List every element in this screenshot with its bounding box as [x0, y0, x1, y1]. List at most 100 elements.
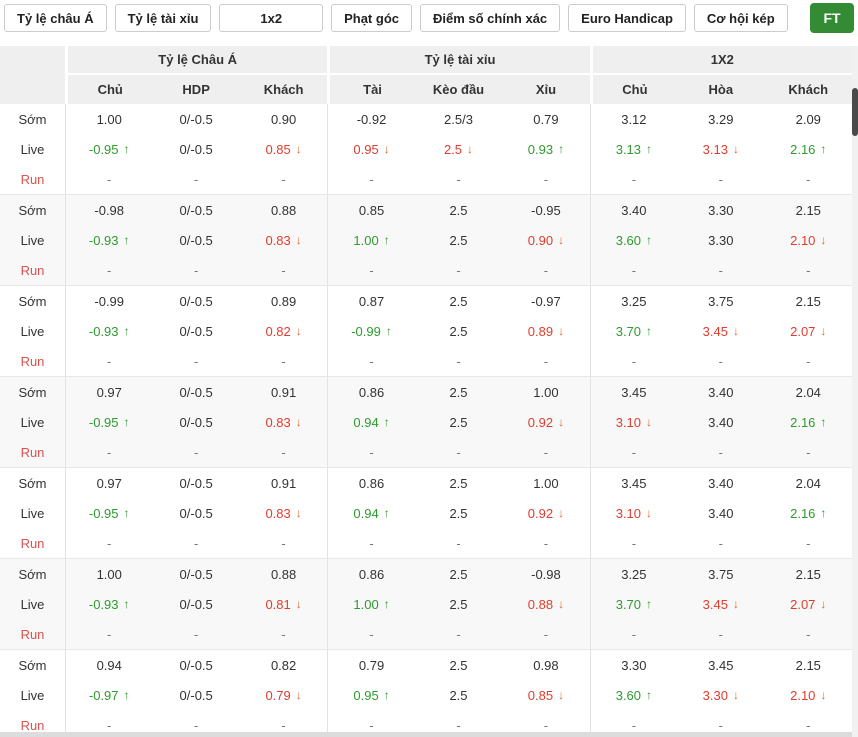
- row-type-label-live: Live: [0, 316, 65, 346]
- odds-value: -: [193, 626, 199, 642]
- odds-cell: -: [152, 255, 240, 285]
- tab-co-hoi-kep[interactable]: Cơ hội kép: [693, 4, 788, 32]
- tab-ty-le-chau-a[interactable]: Tỷ lệ châu Á: [4, 4, 107, 32]
- down-arrow-icon: ↓: [732, 142, 739, 156]
- odds-value: 0.95: [353, 141, 379, 157]
- down-arrow-icon: ↓: [732, 688, 739, 702]
- odds-cell: 0/-0.5: [152, 194, 240, 225]
- odds-cell: 3.30: [677, 194, 765, 225]
- odds-value: 3.10: [615, 505, 642, 521]
- odds-cell: 2.15: [764, 558, 852, 589]
- odds-cell: -: [414, 346, 503, 376]
- odds-cell: -: [677, 164, 765, 194]
- odds-cell: 2.5 ↓: [414, 134, 503, 164]
- odds-value: 0/-0.5: [179, 414, 213, 430]
- odds-cell: 0.90: [239, 104, 328, 134]
- down-arrow-icon: ↓: [558, 324, 565, 338]
- tab-1x2[interactable]: 1x2: [219, 4, 324, 32]
- column-header-ty-le-chau-a-chu: Chủ: [65, 75, 153, 104]
- odds-cell: 0/-0.5: [152, 680, 240, 710]
- column-header-1x2-khach: Khách: [764, 75, 852, 104]
- odds-cell: 2.5: [414, 407, 503, 437]
- odds-cell: -: [764, 619, 852, 649]
- odds-cell: 3.25: [589, 558, 678, 589]
- vertical-scrollbar[interactable]: [852, 46, 858, 737]
- tab-iem-so-chinh-xac[interactable]: Điểm số chính xác: [420, 4, 561, 32]
- odds-value: 3.45: [702, 323, 728, 339]
- tab-euro-handicap[interactable]: Euro Handicap: [568, 4, 686, 32]
- odds-value: -: [543, 444, 549, 460]
- row-type-label-live: Live: [0, 680, 65, 710]
- odds-cell: -0.92: [327, 104, 415, 134]
- odds-cell: 2.5: [414, 498, 503, 528]
- down-arrow-icon: ↓: [295, 506, 302, 520]
- odds-cell: 2.09: [764, 104, 852, 134]
- odds-cell: 3.40: [677, 467, 765, 498]
- odds-cell: -: [152, 437, 240, 467]
- odds-value: 3.60: [615, 687, 642, 703]
- odds-cell: -: [764, 255, 852, 285]
- up-arrow-icon: ↑: [646, 597, 653, 611]
- odds-cell: -0.97: [502, 285, 590, 316]
- odds-value: 2.15: [795, 566, 821, 582]
- odds-cell: -: [152, 346, 240, 376]
- odds-cell: 0.88 ↓: [502, 589, 590, 619]
- odds-cell: 0.79 ↓: [239, 680, 328, 710]
- row-type-label-run: Run: [0, 255, 65, 285]
- odds-value: -: [107, 626, 112, 642]
- odds-cell: 0/-0.5: [152, 649, 240, 680]
- odds-value: -: [193, 353, 199, 369]
- up-arrow-icon: ↑: [123, 324, 130, 338]
- odds-value: 3.45: [621, 384, 647, 400]
- odds-cell: -0.93 ↑: [65, 316, 153, 346]
- tab-ty-le-tai-xiu[interactable]: Tỷ lệ tài xỉu: [114, 4, 212, 32]
- odds-cell: 0.92 ↓: [502, 407, 590, 437]
- odds-cell: 0.83 ↓: [239, 407, 328, 437]
- odds-value: 2.5/3: [444, 111, 473, 127]
- odds-value: 0.90: [527, 232, 554, 248]
- row-type-label-live: Live: [0, 407, 65, 437]
- odds-cell: 3.40: [677, 498, 765, 528]
- odds-cell: -: [327, 437, 415, 467]
- odds-cell: 3.70 ↑: [589, 316, 678, 346]
- odds-cell: -: [677, 437, 765, 467]
- odds-cell: 3.60 ↑: [589, 225, 678, 255]
- odds-cell: 3.45: [677, 649, 765, 680]
- odds-cell: 3.10 ↓: [589, 498, 678, 528]
- odds-cell: -: [327, 346, 415, 376]
- ft-button[interactable]: FT: [810, 3, 854, 33]
- odds-cell: -: [239, 528, 328, 558]
- odds-cell: -0.99: [65, 285, 153, 316]
- row-type-label-run: Run: [0, 164, 65, 194]
- odds-cell: -0.99 ↑: [327, 316, 415, 346]
- odds-value: -: [281, 171, 286, 187]
- row-type-label-live: Live: [0, 498, 65, 528]
- odds-value: 0.95: [353, 687, 379, 703]
- odds-value: 0.83: [265, 505, 291, 521]
- odds-value: 0.89: [527, 323, 554, 339]
- odds-cell: 2.04: [764, 467, 852, 498]
- odds-cell: 0.86: [327, 467, 415, 498]
- odds-value: -0.99: [94, 293, 125, 309]
- odds-value: 0.92: [527, 505, 554, 521]
- odds-cell: -: [589, 437, 678, 467]
- odds-value: -: [543, 535, 549, 551]
- odds-cell: -0.98: [65, 194, 153, 225]
- odds-value: -: [806, 353, 811, 369]
- odds-cell: 2.16 ↑: [764, 134, 852, 164]
- section-header-ty-le-tai-xiu: Tỷ lệ tài xỉu: [327, 46, 590, 75]
- odds-value: -0.93: [88, 232, 119, 248]
- odds-cell: 0/-0.5: [152, 316, 240, 346]
- scrollbar-thumb[interactable]: [852, 88, 858, 136]
- odds-value: -: [631, 626, 637, 642]
- odds-cell: -0.98: [502, 558, 590, 589]
- odds-value: -: [543, 171, 549, 187]
- tab-phat-goc[interactable]: Phạt góc: [331, 4, 412, 32]
- odds-value: 3.40: [708, 505, 734, 521]
- odds-cell: 0.90 ↓: [502, 225, 590, 255]
- odds-cell: -: [65, 619, 153, 649]
- odds-value: -: [281, 262, 286, 278]
- odds-cell: 0.83 ↓: [239, 225, 328, 255]
- odds-value: -: [718, 717, 723, 733]
- odds-cell: -: [502, 346, 590, 376]
